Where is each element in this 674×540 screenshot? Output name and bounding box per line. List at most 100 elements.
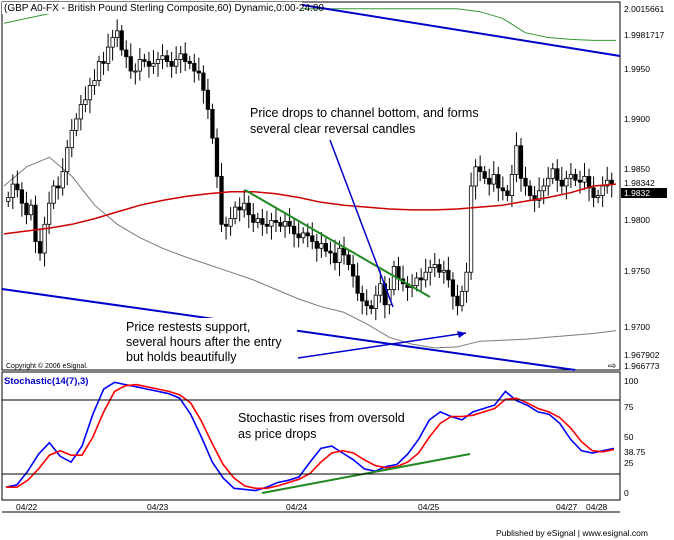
candle-body (269, 220, 274, 227)
candle-body (341, 247, 347, 256)
scroll-arrow-icon[interactable]: ⇨ (608, 361, 616, 372)
price-candle (137, 48, 142, 81)
stoch-tick-label: 75 (624, 402, 634, 412)
price-candle (491, 161, 496, 192)
price-candle (219, 163, 224, 232)
candle-body (478, 166, 483, 173)
price-candle (201, 65, 206, 104)
candle-body (423, 271, 428, 281)
price-candle (228, 207, 233, 236)
candle-body (273, 220, 279, 223)
candle-body (96, 61, 102, 82)
candle-body (473, 166, 478, 187)
candle-body (364, 300, 369, 307)
candle-body (360, 292, 365, 302)
candle-body (287, 221, 292, 227)
price-tick-label: 2.0015661 (624, 4, 664, 14)
arrow-to-support-retest (297, 332, 467, 359)
price-candle (568, 163, 574, 188)
candle-body (301, 232, 306, 239)
price-candle (260, 208, 265, 236)
candle-body (441, 269, 446, 273)
candle-body (15, 183, 20, 191)
price-candle (500, 176, 505, 201)
candle-body (178, 53, 183, 60)
candle-body (446, 269, 451, 281)
candle-body (541, 185, 546, 192)
candle-body (491, 174, 496, 185)
candle-body (291, 225, 297, 235)
price-candle (527, 180, 533, 202)
price-candle (468, 172, 474, 280)
price-candle (51, 180, 56, 209)
candle-body (328, 250, 333, 254)
price-candle (269, 212, 274, 240)
price-candle (169, 51, 174, 78)
candle-body (591, 187, 596, 198)
candle-body (65, 147, 70, 173)
price-candle (518, 138, 524, 192)
candle-body (464, 271, 469, 292)
candle-body (155, 59, 161, 64)
candle-body (69, 130, 74, 149)
price-candle (65, 140, 70, 186)
price-candle (242, 189, 247, 218)
candle-body (37, 241, 43, 254)
candle-body (137, 59, 142, 72)
candle-body (310, 235, 315, 242)
price-candle (505, 185, 510, 202)
price-candle (146, 51, 152, 78)
price-candle (514, 132, 519, 183)
candle-body (450, 279, 456, 297)
price-candle (96, 55, 102, 87)
price-candle (10, 174, 15, 209)
candle-body (6, 197, 11, 202)
footer-text: Published by eSignal | www.esignal.com (496, 528, 648, 538)
annotation-channel-line-2: several clear reversal candles (250, 122, 415, 136)
candle-body (600, 185, 605, 196)
candle-body (105, 46, 111, 64)
candle-body (228, 218, 233, 227)
candle-body (78, 104, 83, 120)
date-tick-label: 04/24 (286, 502, 308, 512)
price-tick-label: 1.9750 (624, 266, 650, 276)
price-candle (369, 299, 374, 315)
price-candle (282, 211, 288, 238)
price-candle (83, 86, 88, 113)
candle-body (146, 61, 152, 67)
last-price-box (621, 188, 667, 198)
candle-body (214, 137, 220, 177)
candle-body (355, 275, 360, 294)
price-candle (559, 166, 564, 194)
candle-body (305, 232, 310, 237)
annotation-retest-line-3: but holds beautifully (126, 350, 237, 364)
candle-body (160, 55, 165, 60)
price-candle (196, 57, 201, 81)
candle-body (537, 190, 542, 201)
candle-body (101, 61, 106, 64)
price-candle (432, 253, 437, 277)
price-candle (105, 33, 111, 72)
price-candle (187, 55, 192, 70)
price-tick-label: 1.9800 (624, 215, 650, 225)
candle-body (314, 241, 319, 249)
price-tick-label: 1.9700 (624, 322, 650, 332)
price-candle (192, 53, 197, 83)
price-candle (332, 239, 338, 271)
candle-body (432, 264, 437, 268)
price-candle (92, 69, 97, 95)
annotation-stochastic-line-1: Stochastic rises from oversold (238, 411, 405, 425)
candle-body (164, 55, 170, 62)
price-candle (273, 208, 279, 232)
candle-body (582, 176, 587, 183)
candle-body (205, 89, 211, 110)
moving-average-line (3, 183, 617, 235)
price-candle (459, 285, 465, 312)
chart-title: (GBP A0-FX - British Pound Sterling Comp… (4, 3, 324, 14)
candle-body (192, 62, 197, 72)
price-candle (595, 189, 601, 204)
price-tick-label: 1.966773 (624, 361, 660, 371)
annotation-stochastic-line-2: as price drops (238, 427, 317, 441)
price-candle (364, 289, 369, 316)
